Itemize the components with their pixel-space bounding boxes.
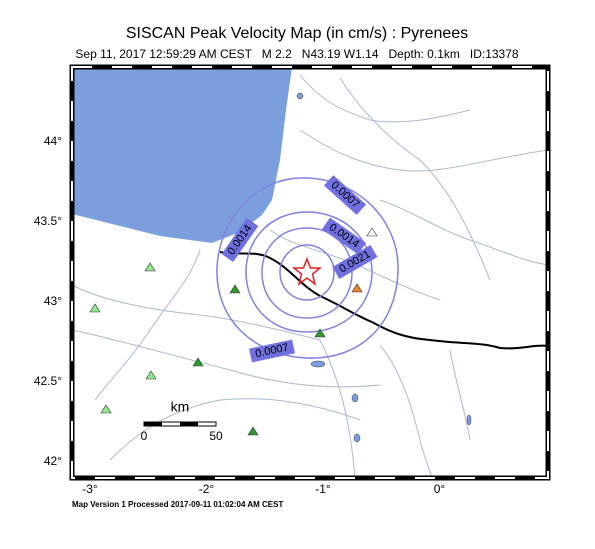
lon-tick-label: -3°	[82, 482, 98, 496]
contour-label-box	[323, 175, 367, 215]
lat-tick-label: 43.5°	[34, 214, 62, 228]
frame-ticks	[71, 66, 549, 479]
rivers	[71, 74, 549, 479]
contour-label-box	[332, 244, 378, 280]
lat-tick-label: 42.5°	[34, 374, 62, 388]
subtitle: Sep 11, 2017 12:59:29 AM CEST M 2.2 N43.…	[75, 47, 518, 61]
scale-title: km	[171, 399, 190, 415]
lat-tick-label: 42°	[44, 454, 62, 468]
lon-tick-label: -1°	[315, 482, 331, 496]
lon-tick-label: -2°	[199, 482, 215, 496]
lat-tick-label: 44°	[44, 134, 62, 148]
contour-label-box	[249, 339, 295, 363]
contour-label: 0.0007	[249, 339, 295, 363]
stations	[89, 227, 378, 436]
epicenter	[291, 256, 323, 286]
scale-tick-label: 50	[209, 429, 223, 443]
footer: Map Version 1 Processed 2017-09-11 01:02…	[72, 500, 283, 509]
border	[219, 251, 549, 350]
scale-tick-label: 0	[141, 429, 148, 443]
intensity-contours	[216, 177, 399, 359]
lakes	[296, 92, 472, 443]
lon-tick-label: 0°	[434, 482, 446, 496]
contour-label-box	[221, 217, 259, 263]
contour-label-box	[321, 217, 367, 255]
sea	[72, 67, 292, 243]
lat-tick-label: 43°	[44, 294, 62, 308]
scale-bar: km 0 50	[141, 399, 223, 443]
title: SISCAN Peak Velocity Map (in cm/s) : Pyr…	[126, 25, 468, 42]
